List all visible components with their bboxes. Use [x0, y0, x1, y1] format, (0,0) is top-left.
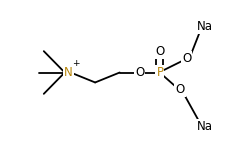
Text: O: O: [135, 66, 144, 79]
Text: +: +: [72, 59, 80, 68]
Text: Na: Na: [196, 120, 212, 133]
Text: N: N: [64, 66, 72, 79]
Text: P: P: [156, 66, 163, 79]
Text: O: O: [155, 45, 164, 58]
Text: O: O: [181, 52, 190, 65]
Text: Na: Na: [196, 20, 212, 33]
Text: O: O: [175, 83, 184, 96]
